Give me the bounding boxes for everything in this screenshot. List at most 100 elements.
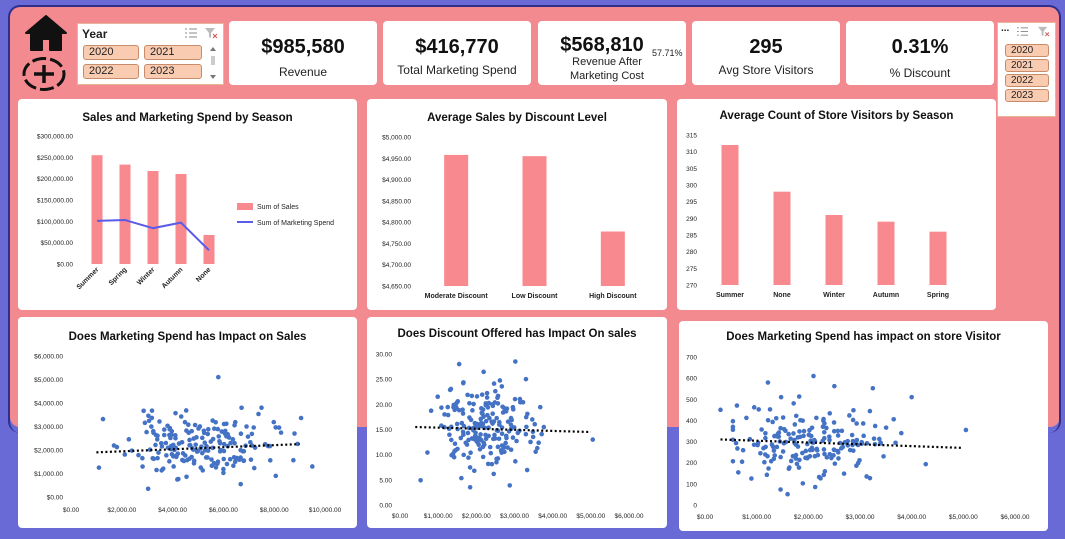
data-point bbox=[483, 418, 489, 424]
data-point bbox=[812, 484, 818, 490]
data-point bbox=[497, 419, 502, 425]
data-point bbox=[838, 446, 844, 451]
data-point bbox=[826, 434, 832, 439]
data-point bbox=[244, 424, 249, 429]
data-point bbox=[182, 419, 188, 425]
data-point bbox=[749, 476, 754, 481]
data-point bbox=[780, 449, 786, 454]
data-point bbox=[484, 395, 490, 400]
data-point bbox=[523, 431, 529, 437]
data-point bbox=[481, 369, 486, 375]
data-point bbox=[468, 450, 473, 456]
x-tick-label: Summer bbox=[76, 266, 101, 291]
kpi-revenue-card: $985,580 Revenue bbox=[229, 21, 377, 85]
slicer-scrollbar[interactable] bbox=[207, 45, 219, 81]
data-point bbox=[467, 485, 473, 490]
data-point bbox=[494, 415, 499, 421]
data-point bbox=[847, 447, 853, 453]
data-point bbox=[153, 442, 158, 448]
data-point bbox=[479, 392, 485, 397]
data-point bbox=[788, 458, 794, 464]
data-point bbox=[157, 419, 162, 424]
data-point bbox=[963, 427, 969, 433]
kpi-after-label: Revenue After Marketing Cost bbox=[570, 56, 644, 82]
data-point bbox=[762, 459, 767, 465]
y-tick-label: $150,000.00 bbox=[37, 198, 74, 205]
data-point bbox=[460, 407, 465, 412]
chart-discount-vs-sales: 0.00 5.00 10.00 15.00 20.00 25.00 30.00 $0.00 $1… bbox=[376, 352, 644, 521]
home-icon[interactable] bbox=[24, 14, 68, 52]
y-tick-label: 290 bbox=[686, 216, 697, 223]
add-circle-icon[interactable] bbox=[21, 56, 67, 92]
slicer-right-item-2022[interactable]: 2022 bbox=[1005, 74, 1049, 87]
data-point bbox=[140, 455, 145, 461]
x-tick-label: None bbox=[195, 266, 212, 283]
y-tick-label: 500 bbox=[686, 397, 697, 404]
data-point bbox=[460, 411, 466, 416]
data-point bbox=[775, 434, 781, 439]
data-point bbox=[267, 458, 273, 463]
data-point bbox=[801, 433, 806, 439]
data-point bbox=[471, 401, 476, 407]
series-line bbox=[96, 219, 210, 252]
data-point bbox=[495, 444, 501, 450]
data-point bbox=[829, 455, 834, 461]
data-point bbox=[508, 422, 514, 428]
data-point bbox=[232, 440, 237, 446]
data-point bbox=[163, 440, 169, 446]
slicer-right-item-2023[interactable]: 2023 bbox=[1005, 89, 1049, 102]
slicer-item-2023[interactable]: 2023 bbox=[144, 64, 202, 79]
data-point bbox=[772, 433, 777, 439]
data-point bbox=[495, 395, 500, 401]
legend-label: Sum of Sales bbox=[257, 204, 299, 211]
slicer-right-item-2021[interactable]: 2021 bbox=[1005, 59, 1049, 72]
slicer-item-2021[interactable]: 2021 bbox=[144, 45, 202, 60]
data-point bbox=[730, 418, 736, 424]
data-point bbox=[765, 417, 771, 423]
data-point bbox=[491, 381, 497, 386]
data-point bbox=[514, 438, 519, 444]
y-tick-label: $4,000.00 bbox=[34, 401, 63, 408]
multi-select-icon[interactable] bbox=[1016, 26, 1029, 37]
slicer-right-item-2020[interactable]: 2020 bbox=[1005, 44, 1049, 57]
clear-filter-icon[interactable] bbox=[1037, 26, 1050, 37]
data-point bbox=[480, 444, 486, 450]
data-point bbox=[210, 418, 215, 423]
clear-filter-icon[interactable] bbox=[204, 27, 218, 39]
data-point bbox=[500, 410, 506, 415]
y-tick-label: $200,000.00 bbox=[37, 176, 74, 183]
data-point bbox=[215, 426, 221, 432]
chart-title: Does Discount Offered has Impact On sale… bbox=[397, 328, 637, 340]
data-point bbox=[491, 471, 497, 477]
data-point bbox=[459, 475, 464, 481]
data-point bbox=[827, 437, 832, 443]
data-point bbox=[463, 440, 469, 446]
slicer-item-2020[interactable]: 2020 bbox=[83, 45, 139, 60]
slicer-item-2022[interactable]: 2022 bbox=[83, 64, 139, 79]
data-point bbox=[173, 432, 178, 438]
data-point bbox=[832, 447, 837, 453]
data-point bbox=[238, 455, 243, 460]
data-point bbox=[770, 444, 776, 450]
data-point bbox=[499, 384, 505, 389]
bar bbox=[721, 145, 739, 285]
y-tick-label: $3,000.00 bbox=[34, 424, 63, 431]
data-point bbox=[822, 469, 828, 474]
y-tick-label: 10.00 bbox=[376, 452, 393, 459]
data-point bbox=[442, 412, 447, 417]
data-point bbox=[785, 491, 790, 497]
data-point bbox=[181, 458, 187, 464]
bar bbox=[147, 170, 159, 264]
multi-select-icon[interactable] bbox=[184, 27, 198, 39]
data-point bbox=[523, 376, 529, 382]
data-point bbox=[478, 406, 484, 411]
x-tick-label: Autumn bbox=[161, 266, 185, 290]
data-point bbox=[850, 417, 856, 423]
data-point bbox=[158, 440, 164, 446]
year-slicer-title: Year bbox=[82, 27, 108, 41]
data-point bbox=[861, 433, 866, 439]
x-tick-label: Spring bbox=[108, 266, 129, 287]
data-point bbox=[486, 400, 492, 406]
x-tick-label: $0.00 bbox=[63, 507, 80, 514]
kpi-discount-label: % Discount bbox=[889, 66, 951, 80]
